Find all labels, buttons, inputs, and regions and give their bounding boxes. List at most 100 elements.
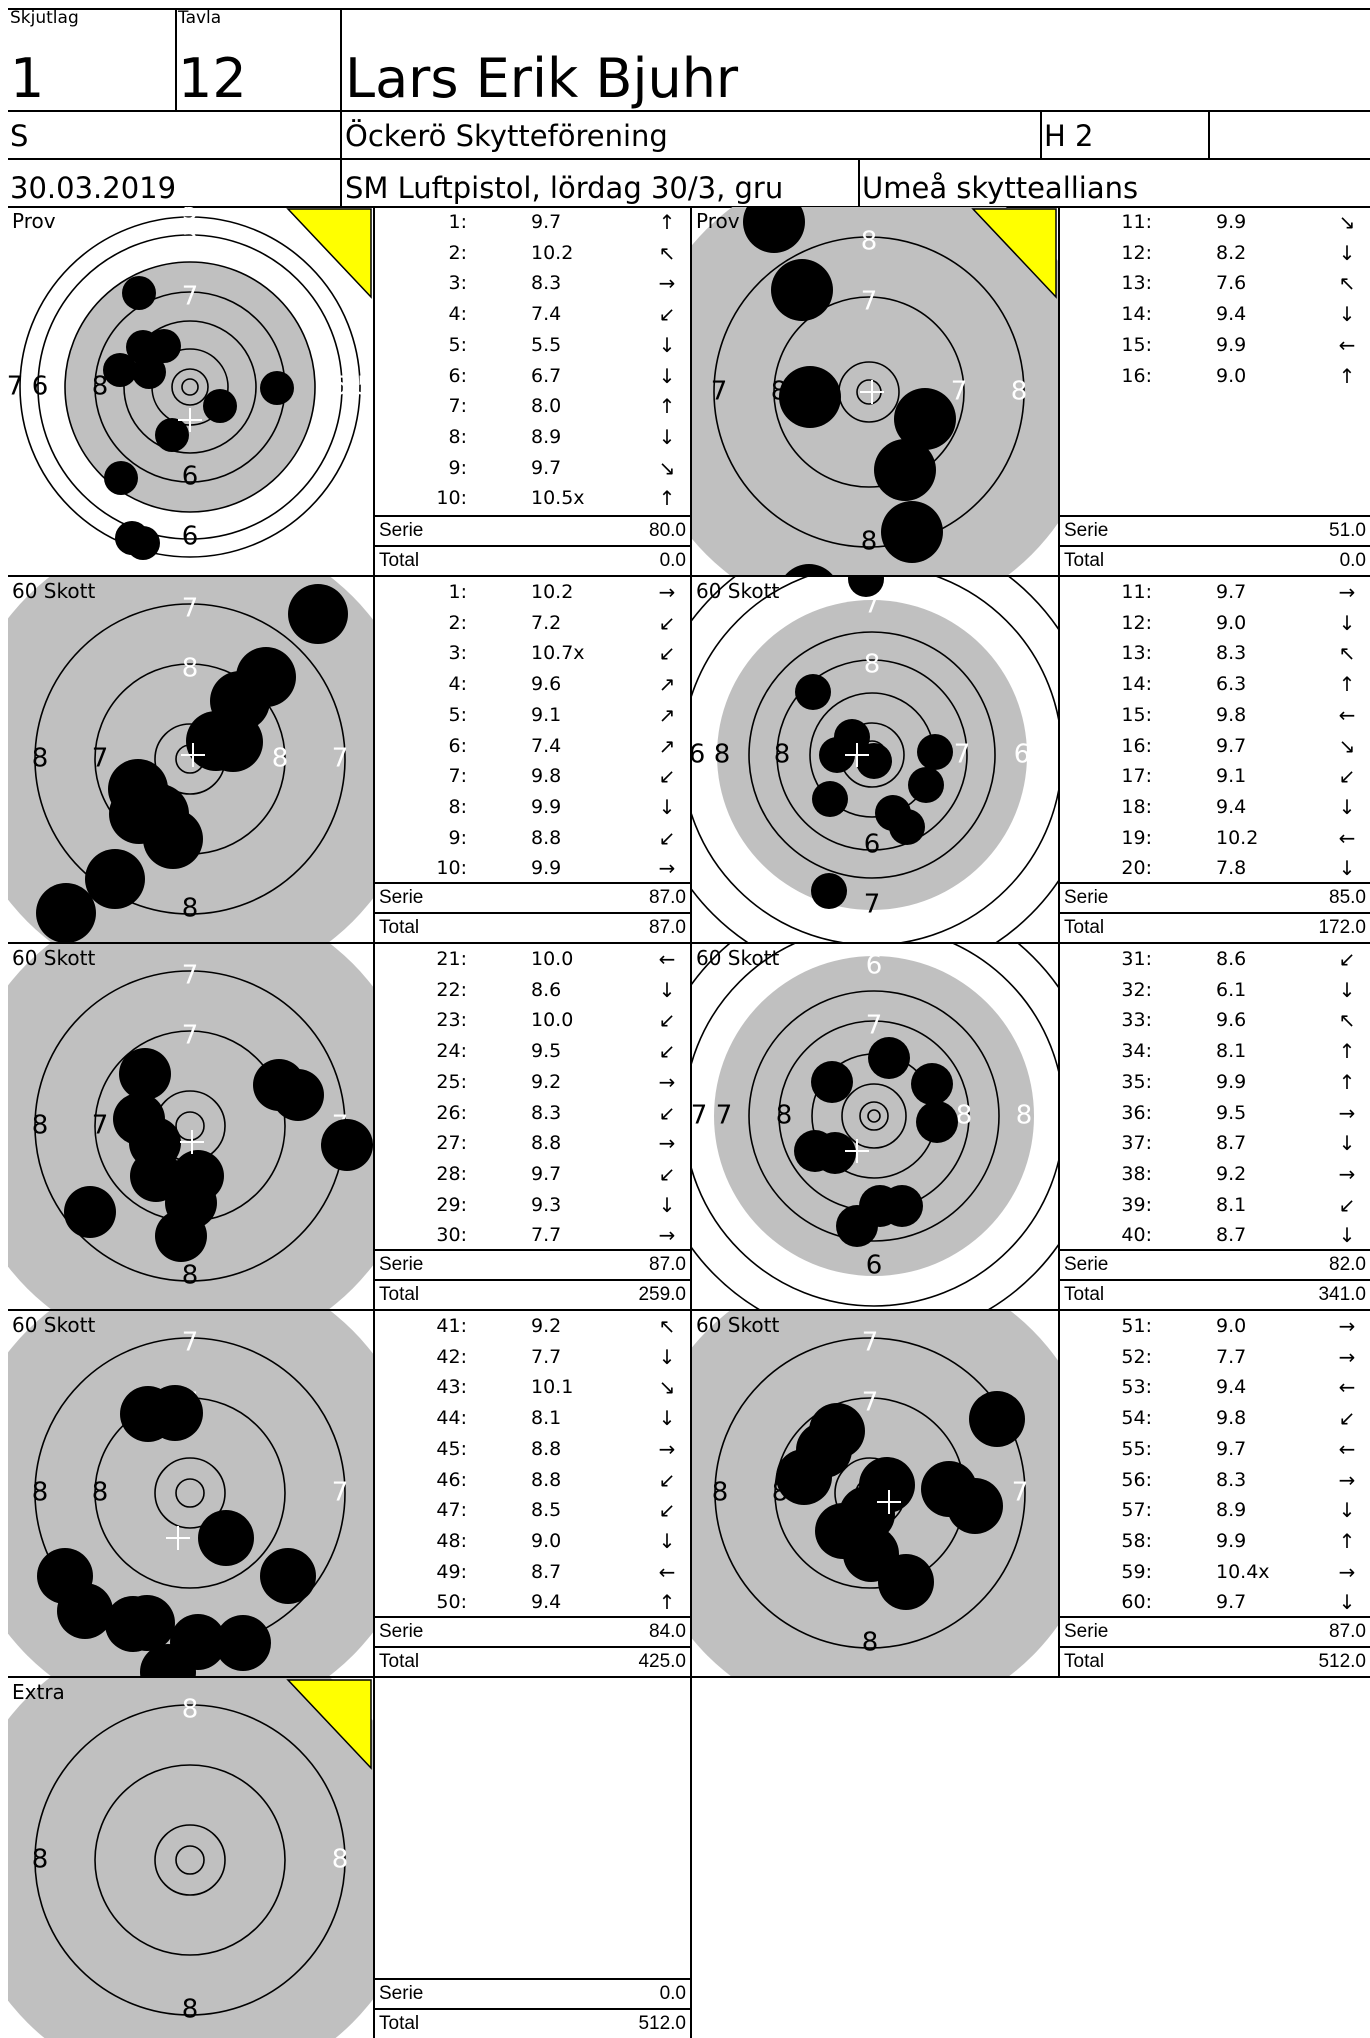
shot-direction-icon: →: [658, 856, 676, 881]
shot-number: 32:: [1121, 978, 1152, 1001]
shot-row: 58: 9.9 ↑: [1060, 1526, 1370, 1556]
total-row: Total 425.0: [375, 1646, 690, 1676]
shot-number: 2:: [448, 611, 468, 634]
shot-hole: [894, 388, 956, 450]
shot-row: 47: 8.5 ↙: [375, 1495, 690, 1525]
shot-row: 12: 9.0 ↓: [1060, 608, 1370, 638]
shot-direction-icon: ↓: [658, 1192, 676, 1217]
shot-number: 36:: [1121, 1101, 1152, 1124]
shot-row: 1: 10.2 →: [375, 577, 690, 607]
shot-value: 8.3: [1216, 1468, 1247, 1491]
shot-number: 6:: [448, 734, 468, 757]
shot-direction-icon: ↘: [1338, 733, 1356, 758]
serie-row: Serie 51.0: [1060, 515, 1370, 545]
shot-direction-icon: →: [1338, 1467, 1356, 1492]
shot-direction-icon: ↙: [1338, 1406, 1356, 1431]
shot-hole: [36, 883, 96, 942]
shot-number: 19:: [1121, 826, 1152, 849]
shot-number: 56:: [1121, 1468, 1152, 1491]
ring-number: 6: [32, 372, 49, 402]
shot-direction-icon: ↖: [1338, 1008, 1356, 1033]
ring-number: 7: [711, 377, 728, 407]
shot-value: 9.1: [1216, 765, 1247, 788]
shot-direction-icon: ↙: [1338, 764, 1356, 789]
shot-value: 8.8: [531, 1437, 562, 1460]
ring-number: 6: [1014, 740, 1031, 770]
shot-hole: [155, 1210, 207, 1262]
shot-hole: [795, 674, 831, 710]
target-title: 60 Skott: [696, 579, 780, 603]
shot-direction-icon: ↗: [658, 702, 676, 727]
shot-value: 7.7: [531, 1224, 562, 1247]
total-value: 512.0: [1318, 1651, 1366, 1672]
shot-value: 8.2: [1216, 241, 1247, 264]
shot-value: 9.7: [531, 1162, 562, 1185]
shot-number: 45:: [436, 1437, 467, 1460]
shot-row: 43: 10.1 ↘: [375, 1372, 690, 1402]
serie-label: Serie: [1064, 520, 1109, 541]
serie-value: 87.0: [649, 887, 686, 908]
shot-number: 34:: [1121, 1040, 1152, 1063]
shot-number: 8:: [448, 795, 468, 818]
shot-direction-icon: ↙: [1338, 947, 1356, 971]
shot-value: 8.1: [531, 1407, 562, 1430]
target-ring: [859, 1101, 889, 1131]
shot-direction-icon: ↑: [658, 394, 676, 419]
shot-direction-icon: ↘: [1338, 210, 1356, 234]
shot-number: 8:: [448, 425, 468, 448]
shot-row: 52: 7.7 →: [1060, 1342, 1370, 1372]
shot-direction-icon: →: [1338, 1100, 1356, 1125]
shot-value: 6.7: [531, 364, 562, 387]
serie-value: 0.0: [659, 1983, 686, 2004]
shot-direction-icon: ↙: [658, 764, 676, 789]
target-face: 7878787: [692, 1311, 1058, 1676]
shot-row: 16: 9.0 ↑: [1060, 361, 1370, 391]
target-ring: [34, 1704, 346, 2016]
ring-number: 8: [32, 744, 49, 774]
shot-row: 1: 9.7 ↑: [375, 207, 690, 237]
ring-number: 8: [861, 527, 878, 557]
ring-number: 8: [182, 1261, 199, 1291]
shot-hole: [147, 1385, 203, 1441]
shot-value: 9.9: [531, 857, 562, 880]
target-title: 60 Skott: [12, 946, 96, 970]
score-table: 1: 10.2 → 2: 7.2 ↙ 3: 10.7x ↙ 4: 9.6 ↗ 5: 9.1 ↗ 6: 7.4 ↗ 7…: [375, 577, 690, 942]
shot-hole: [811, 1061, 853, 1103]
shot-row: 51: 9.0 →: [1060, 1311, 1370, 1341]
shot-direction-icon: ↑: [658, 486, 676, 511]
shot-hole: [143, 809, 203, 869]
shot-direction-icon: →: [1338, 1314, 1356, 1338]
class-value: S: [10, 119, 29, 153]
shot-number: 12:: [1121, 241, 1152, 264]
sighter-corner-icon: [286, 1679, 372, 1770]
ring-number: 8: [272, 744, 289, 774]
shot-value: 9.1: [531, 703, 562, 726]
shot-value: 10.7x: [531, 642, 585, 665]
shot-number: 35:: [1121, 1070, 1152, 1093]
serie-label: Serie: [1064, 1621, 1109, 1642]
shot-hole: [288, 584, 348, 644]
shot-row: 4: 7.4 ↙: [375, 299, 690, 329]
date-value: 30.03.2019: [10, 171, 177, 205]
shot-value: 7.2: [531, 611, 562, 634]
shot-value: 8.3: [531, 272, 562, 295]
total-label: Total: [379, 2013, 420, 2034]
gray-zone: [8, 1678, 373, 2038]
serie-value: 82.0: [1329, 1254, 1366, 1275]
shot-hole: [848, 577, 884, 597]
skjutlag-value: 1: [10, 47, 45, 110]
shot-row: 9: 8.8 ↙: [375, 823, 690, 853]
target-ring: [867, 1109, 881, 1123]
shot-row: 53: 9.4 ←: [1060, 1372, 1370, 1402]
shot-row: 18: 9.4 ↓: [1060, 792, 1370, 822]
ring-number: 7: [182, 961, 199, 991]
shot-hole: [911, 1063, 953, 1105]
shot-number: 22:: [436, 978, 467, 1001]
shot-value: 8.3: [531, 1101, 562, 1124]
shot-hole: [814, 1132, 856, 1174]
shot-row: 26: 8.3 ↙: [375, 1098, 690, 1128]
shot-row: 46: 8.8 ↙: [375, 1465, 690, 1495]
score-table: 1: 9.7 ↑ 2: 10.2 ↖ 3: 8.3 → 4: 7.4 ↙ 5: 5.5 ↓ 6: 6.7 ↓ 7: 8…: [375, 207, 690, 575]
shot-row: 33: 9.6 ↖: [1060, 1005, 1370, 1035]
serie-value: 51.0: [1329, 520, 1366, 541]
